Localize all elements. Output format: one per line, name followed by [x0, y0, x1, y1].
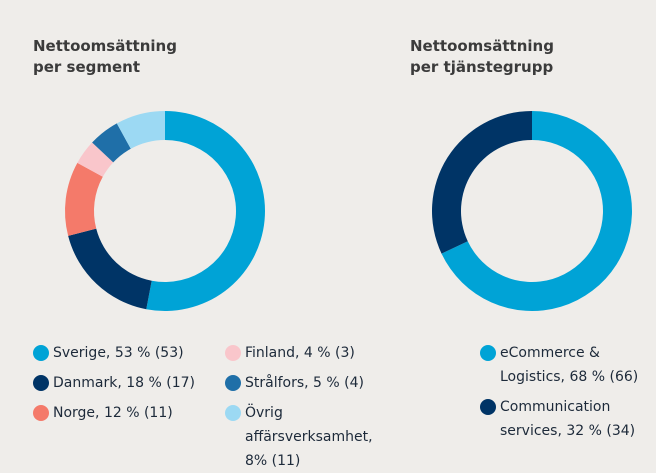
legend-item: Norge, 12 % (11) — [33, 401, 218, 425]
legend-label: Communication services, 32 % (34) — [500, 399, 636, 439]
legend-swatch — [480, 399, 496, 415]
chart-title: Nettoomsättning per tjänstegrupp — [410, 37, 554, 76]
legend-column: Finland, 4 % (3) Strålfors, 5 % (4) Övrig … — [225, 341, 397, 473]
legend-swatch — [225, 345, 241, 361]
legend-item: Sverige, 53 % (53) — [33, 341, 218, 365]
legend-label: Finland, 4 % (3) — [245, 345, 355, 361]
legend-item: eCommerce & Logistics, 68 % (66) — [480, 341, 640, 389]
legend-item: Danmark, 18 % (17) — [33, 371, 218, 395]
legend-label: Norge, 12 % (11) — [53, 405, 173, 421]
donut-slice — [77, 142, 114, 177]
legend-label: Övrig affärsverksamhet, 8% (11) — [245, 405, 373, 469]
donut-slice — [92, 123, 131, 163]
legend-label: Strålfors, 5 % (4) — [245, 375, 364, 391]
legend-column: eCommerce & Logistics, 68 % (66) Communic… — [480, 341, 640, 443]
legend-item: Strålfors, 5 % (4) — [225, 371, 397, 395]
legend-item: Övrig affärsverksamhet, 8% (11) — [225, 401, 397, 473]
donut-slice — [116, 111, 165, 149]
legend-swatch — [225, 405, 241, 421]
donut-slice — [441, 111, 632, 311]
legend-item: Communication services, 32 % (34) — [480, 395, 640, 443]
legend-label: eCommerce & Logistics, 68 % (66) — [500, 345, 639, 385]
chart-title: Nettoomsättning per segment — [33, 37, 177, 76]
legend-label: Danmark, 18 % (17) — [53, 375, 195, 391]
legend-swatch — [33, 375, 49, 391]
legend-swatch — [33, 345, 49, 361]
legend-column: Sverige, 53 % (53) Danmark, 18 % (17) Norg… — [33, 341, 218, 425]
legend-item: Finland, 4 % (3) — [225, 341, 397, 365]
donut-slice — [68, 228, 152, 310]
legend-swatch — [225, 375, 241, 391]
donut-slice — [432, 111, 532, 254]
legend-swatch — [480, 345, 496, 361]
legend-label: Sverige, 53 % (53) — [53, 345, 184, 361]
legend-swatch — [33, 405, 49, 421]
donut-slice — [146, 111, 265, 311]
donut-slice — [65, 162, 103, 236]
